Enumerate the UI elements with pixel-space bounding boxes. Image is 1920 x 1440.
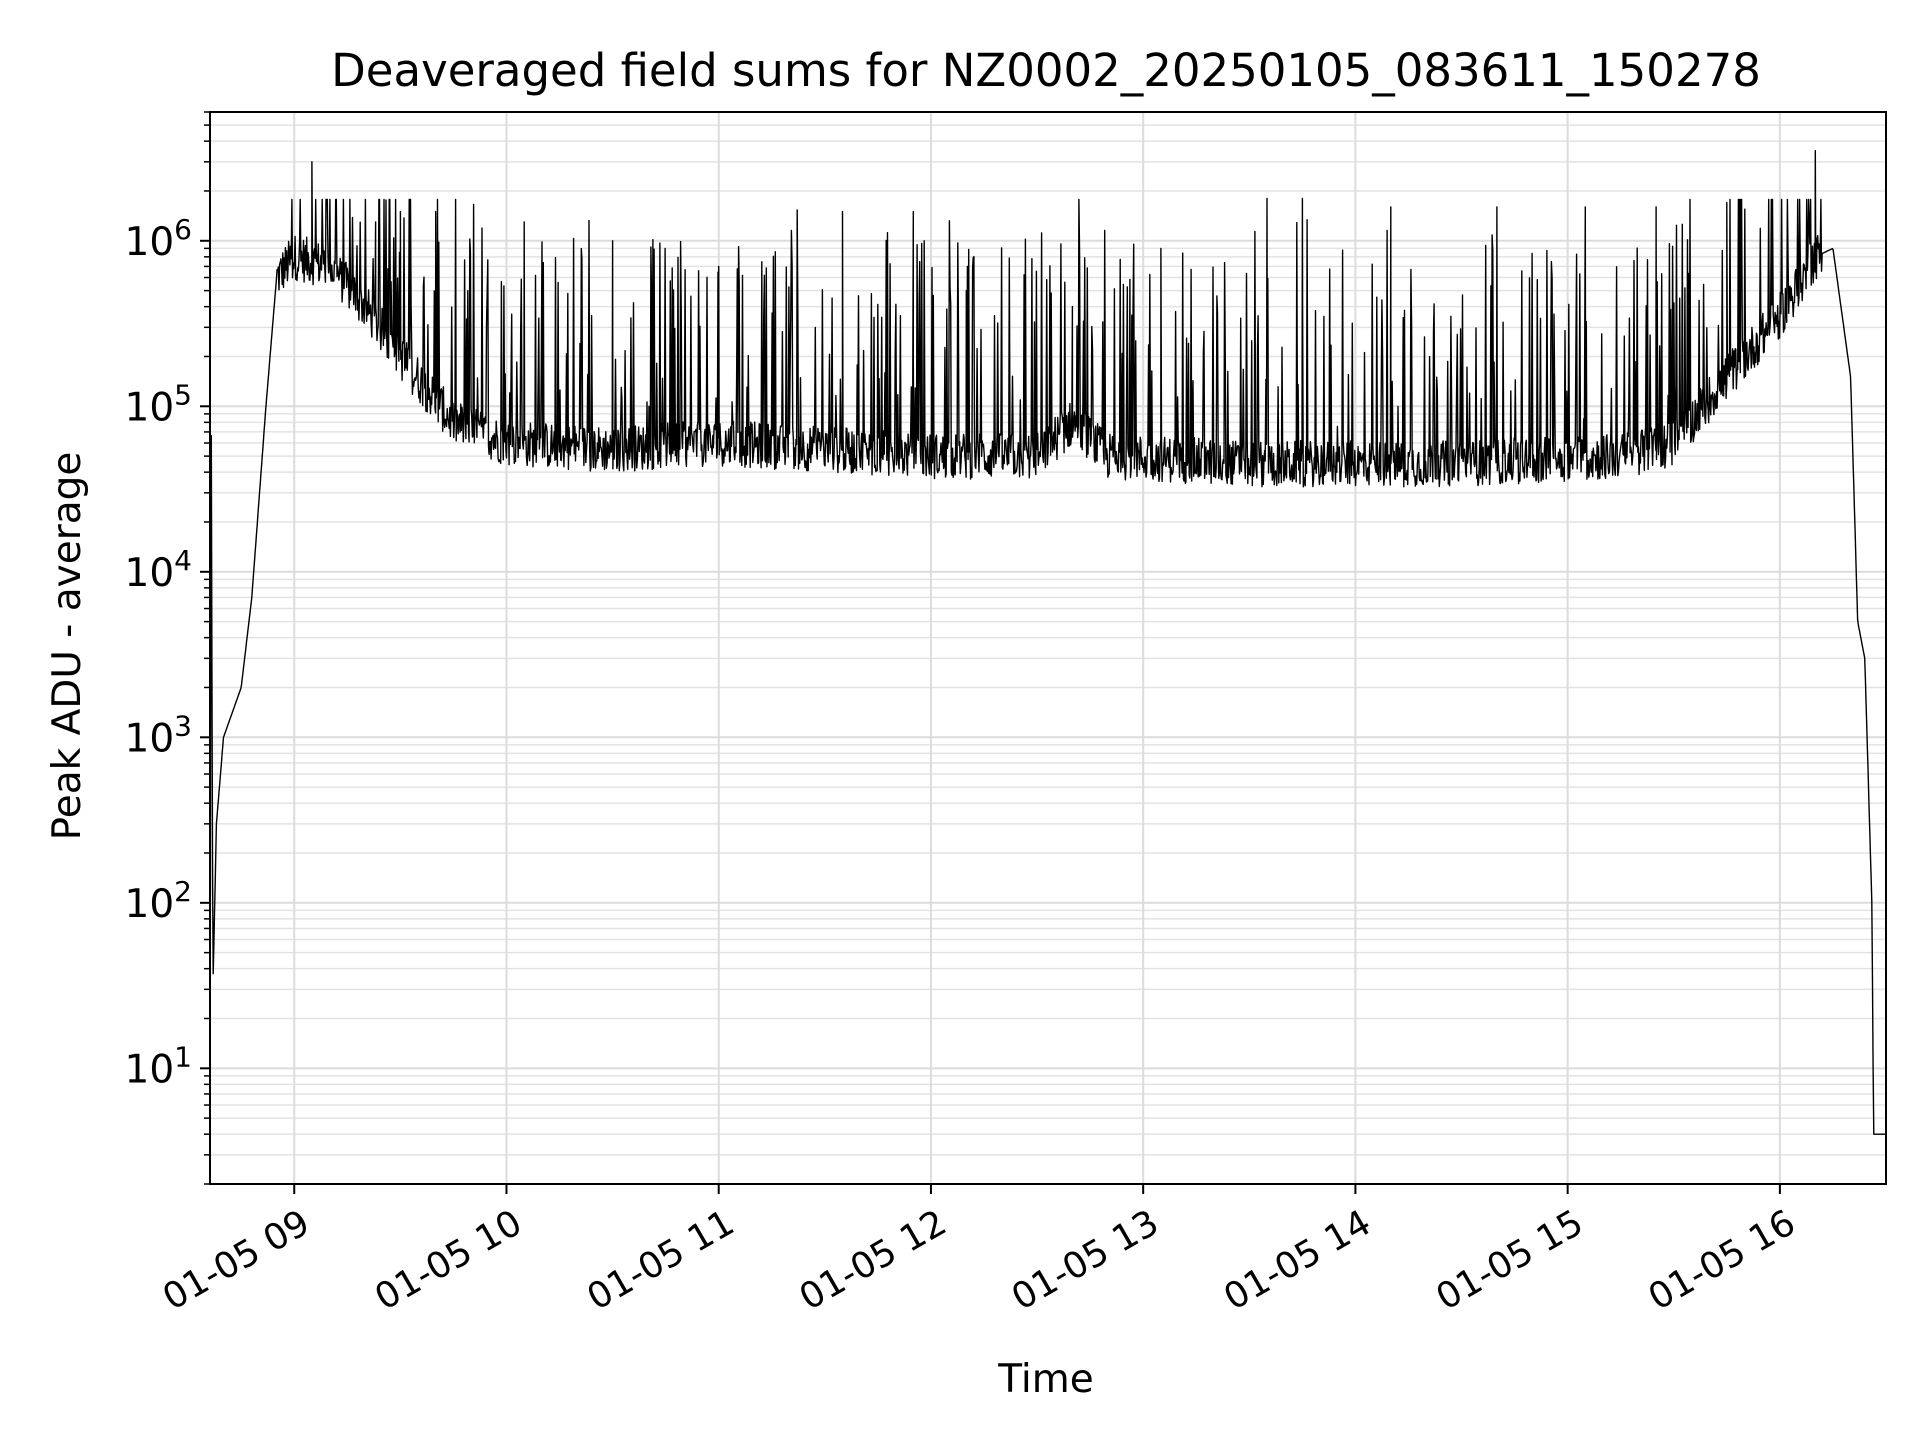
plot-area — [209, 150, 1887, 1185]
axes-frame — [209, 111, 1887, 1185]
y-tick-label: 105 — [125, 378, 192, 430]
series-line — [209, 150, 1887, 1185]
y-axis-label: Peak ADU - average — [45, 452, 90, 841]
y-tick-label: 102 — [125, 875, 192, 927]
y-tick-label: 104 — [125, 544, 192, 596]
x-axis-label: Time — [997, 1357, 1093, 1402]
y-axis: 101 102 103 104 105 106 — [125, 111, 210, 1185]
y-tick-label: 101 — [125, 1040, 192, 1092]
minor-gridlines — [210, 111, 1886, 1185]
y-tick-label: 103 — [125, 709, 192, 761]
chart-title: Deaveraged field sums for NZ0002_2025010… — [331, 44, 1761, 97]
y-tick-label: 106 — [125, 213, 192, 265]
